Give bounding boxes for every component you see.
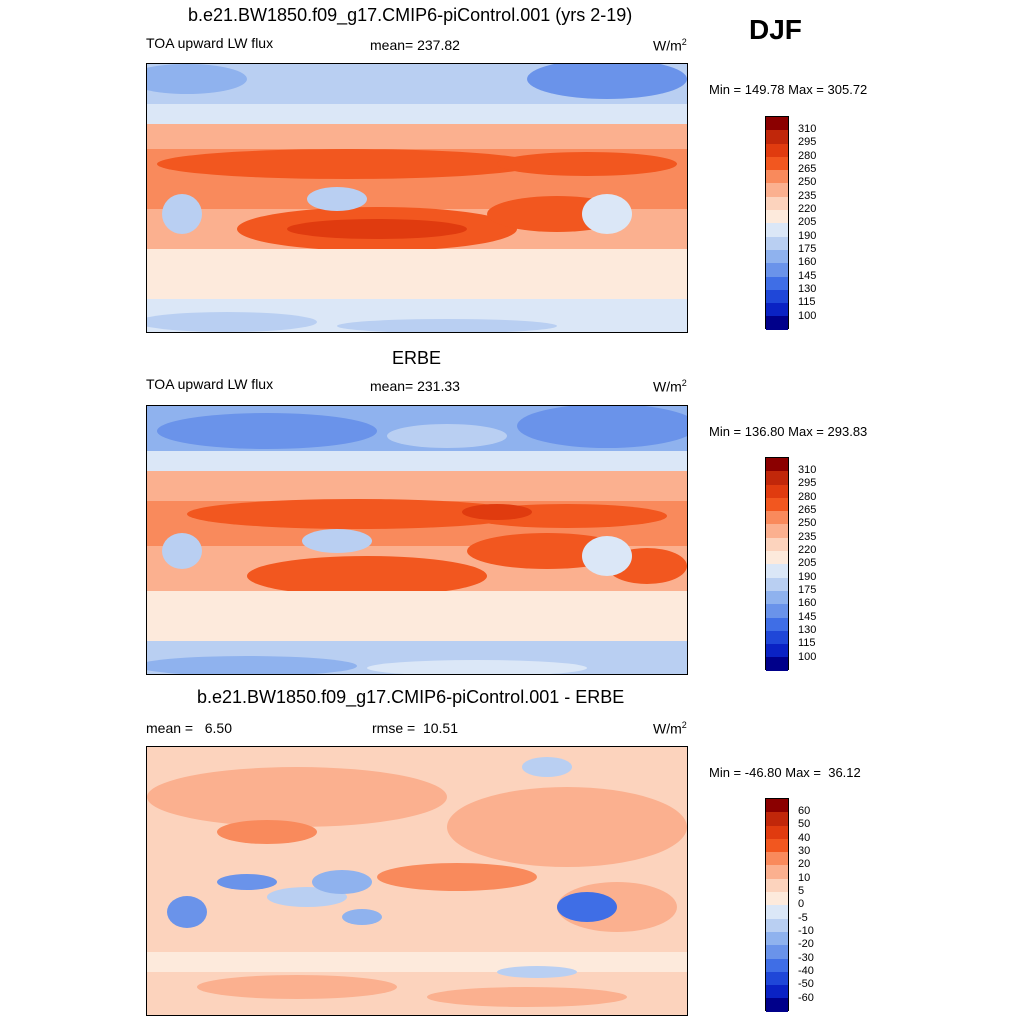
panel3-tick: -5 <box>798 912 808 924</box>
panel1-tick: 100 <box>798 310 817 322</box>
panel2-tick: 115 <box>798 637 816 649</box>
panel2-title: ERBE <box>392 348 442 368</box>
panel2-tick: 130 <box>798 624 817 636</box>
panel3-tick: -20 <box>798 938 814 950</box>
panel2-tick: 205 <box>798 557 817 569</box>
panel3-tick: 0 <box>798 898 805 910</box>
panel3-units: W/m2 <box>653 720 687 737</box>
panel3-map-field <box>147 747 687 1015</box>
panel1-tick: 265 <box>798 163 817 175</box>
panel3-title: b.e21.BW1850.f09_g17.CMIP6-piControl.001… <box>197 687 625 707</box>
panel2-map-field <box>147 406 687 674</box>
panel2-tick: 145 <box>798 611 817 623</box>
panel1-tick: 115 <box>798 296 816 308</box>
panel2-tick: 160 <box>798 597 817 609</box>
panel1-colorbar <box>765 116 789 330</box>
panel3-tick: -10 <box>798 925 814 937</box>
panel2-tick: 220 <box>798 544 817 556</box>
panel1-units: W/m2 <box>653 37 687 54</box>
panel1-tick: 310 <box>798 123 817 135</box>
panel1-tick: 190 <box>798 230 817 242</box>
panel2-tick: 100 <box>798 651 817 663</box>
panel3-colorbar <box>765 798 789 1012</box>
panel3-rmse: rmse = 10.51 <box>372 720 458 736</box>
panel1-map <box>146 63 688 333</box>
panel3-mean: mean = 6.50 <box>146 720 233 736</box>
panel3-tick: 50 <box>798 818 811 830</box>
panel1-tick: 295 <box>798 136 817 148</box>
panel3-tick: 5 <box>798 885 805 897</box>
season-label: DJF <box>749 14 802 45</box>
panel3-tick: 20 <box>798 858 811 870</box>
panel3-tick: 10 <box>798 872 811 884</box>
panel1-tick: 160 <box>798 256 817 268</box>
panel3-tick: -50 <box>798 978 814 990</box>
panel2-tick: 190 <box>798 571 817 583</box>
panel1-left-label: TOA upward LW flux <box>146 35 274 51</box>
panel1-tick: 130 <box>798 283 817 295</box>
panel1-tick: 175 <box>798 243 817 255</box>
panel3-tick: -30 <box>798 952 814 964</box>
panel2-mean: mean= 231.33 <box>370 378 460 394</box>
panel1-tick: 205 <box>798 216 817 228</box>
panel1-tick: 280 <box>798 150 817 162</box>
panel3-tick: 30 <box>798 845 811 857</box>
panel2-map <box>146 405 688 675</box>
panel2-minmax: Min = 136.80 Max = 293.83 <box>709 424 868 439</box>
panel1-title: b.e21.BW1850.f09_g17.CMIP6-piControl.001… <box>188 5 633 25</box>
panel3-tick: 40 <box>798 832 811 844</box>
panel1-tick: 145 <box>798 270 817 282</box>
panel2-units: W/m2 <box>653 378 687 395</box>
panel1-tick: 220 <box>798 203 817 215</box>
panel2-tick: 265 <box>798 504 817 516</box>
panel2-colorbar <box>765 457 789 671</box>
panel2-tick: 250 <box>798 517 817 529</box>
panel2-tick: 280 <box>798 491 817 503</box>
panel1-minmax: Min = 149.78 Max = 305.72 <box>709 82 868 97</box>
panel1-mean: mean= 237.82 <box>370 37 460 53</box>
panel2-tick: 295 <box>798 477 817 489</box>
panel3-tick: -40 <box>798 965 814 977</box>
panel3-minmax: Min = -46.80 Max = 36.12 <box>709 765 861 780</box>
panel1-tick: 250 <box>798 176 817 188</box>
panel3-tick: 60 <box>798 805 811 817</box>
panel3-map <box>146 746 688 1016</box>
panel2-left-label: TOA upward LW flux <box>146 376 274 392</box>
panel3-tick: -60 <box>798 992 814 1004</box>
panel2-tick: 175 <box>798 584 817 596</box>
panel2-tick: 310 <box>798 464 817 476</box>
panel1-map-field <box>147 64 687 332</box>
panel1-tick: 235 <box>798 190 817 202</box>
panel2-tick: 235 <box>798 531 817 543</box>
